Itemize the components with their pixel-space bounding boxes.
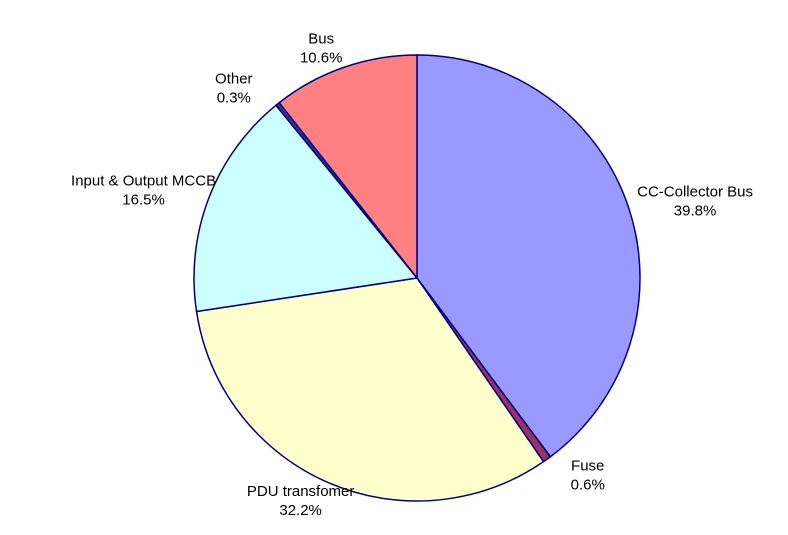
pie-slice bbox=[193, 104, 419, 313]
slice-value-label: 10.6% bbox=[300, 49, 343, 66]
slice-label: Fuse bbox=[571, 457, 604, 474]
slice-label: Bus bbox=[308, 30, 334, 47]
pie-slice bbox=[416, 54, 641, 458]
pie-slice bbox=[195, 277, 545, 502]
slice-value-label: 0.3% bbox=[217, 89, 251, 106]
slice-label: PDU transfomer bbox=[247, 483, 355, 500]
slice-value-label: 39.8% bbox=[674, 202, 717, 219]
pie-slice bbox=[278, 54, 418, 281]
slice-value-label: 16.5% bbox=[122, 192, 165, 209]
slice-value-label: 0.6% bbox=[571, 476, 605, 493]
slice-label: Other bbox=[215, 70, 253, 87]
slice-label: Input & Output MCCB bbox=[71, 173, 216, 190]
slice-label: CC-Collector Bus bbox=[637, 183, 753, 200]
slice-value-label: 32.2% bbox=[279, 502, 322, 519]
